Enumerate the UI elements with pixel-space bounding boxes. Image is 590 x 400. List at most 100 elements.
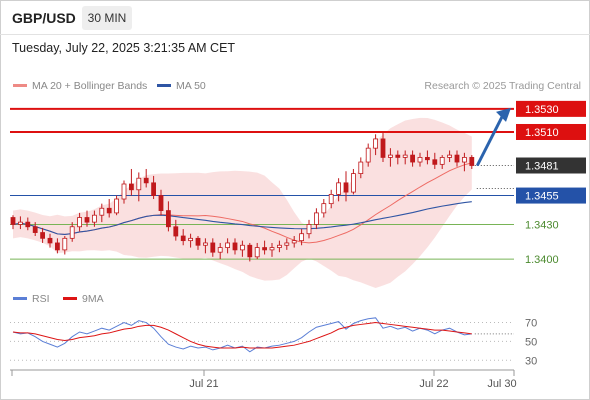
- candle-body: [151, 182, 157, 196]
- candle-body: [99, 207, 105, 216]
- legend-rsi-ma: 9MA: [63, 293, 104, 305]
- x-tick-label: Jul 30: [487, 378, 516, 390]
- candle-body: [32, 226, 38, 233]
- candle-body: [291, 240, 297, 244]
- candle-body: [25, 221, 31, 228]
- legend-ma50: MA 50: [157, 80, 206, 92]
- legend-ma50-label: MA 50: [176, 80, 206, 92]
- candle-body: [380, 138, 386, 158]
- candle-body: [225, 242, 231, 248]
- credit-text: Research © 2025 Trading Central: [424, 80, 581, 92]
- last-price-label: 1.3481: [525, 161, 559, 173]
- candle-body: [158, 195, 164, 211]
- candle-body: [373, 138, 379, 149]
- candle-body: [40, 232, 45, 239]
- candle-body: [439, 157, 445, 165]
- candle-body: [387, 154, 393, 158]
- candle-body: [269, 247, 275, 251]
- candle-body: [402, 154, 408, 158]
- level-label-1.3510: 1.3510: [525, 127, 559, 139]
- candle-body: [336, 182, 342, 195]
- x-tick-label: Jul 22: [419, 378, 448, 390]
- candle-body: [395, 154, 401, 158]
- candle-body: [121, 183, 127, 200]
- candle-body: [217, 247, 223, 253]
- level-label-1.3430: 1.3430: [525, 219, 559, 231]
- ma20-swatch: [13, 83, 27, 87]
- candle-body: [106, 207, 112, 214]
- candle-body: [188, 237, 194, 242]
- legend-ma20-label: MA 20 + Bollinger Bands: [32, 80, 148, 92]
- timeframe-badge[interactable]: 30 MIN: [82, 6, 132, 30]
- rsi-tick-70: 70: [525, 318, 537, 330]
- candle-body: [173, 226, 179, 237]
- rsi-line: [12, 317, 472, 353]
- candle-body: [276, 244, 282, 248]
- symbol-title: GBP/USD: [12, 10, 76, 26]
- candle-body: [232, 242, 238, 251]
- ma50-swatch: [157, 83, 171, 87]
- legend-rsi-ma-label: 9MA: [82, 293, 104, 305]
- forecast-arrow-head: [496, 107, 511, 122]
- rsi-ma-line: [12, 322, 472, 349]
- candle-body: [62, 237, 68, 251]
- candle-body: [284, 242, 290, 246]
- candle-body: [424, 157, 430, 161]
- candle-body: [10, 217, 16, 225]
- candle-body: [247, 244, 253, 258]
- candle-body: [447, 154, 453, 158]
- candle-body: [92, 214, 97, 223]
- header-divider: [0, 34, 590, 35]
- candle-body: [350, 173, 356, 193]
- rsi-swatch: [13, 296, 27, 300]
- candle-body: [180, 235, 186, 242]
- candle-body: [47, 237, 53, 244]
- candle-body: [210, 242, 216, 253]
- candle-body: [454, 154, 460, 163]
- candle-body: [321, 203, 327, 214]
- datetime-label: Tuesday, July 22, 2025 3:21:35 AM CET: [12, 41, 236, 55]
- legend-rsi: RSI: [13, 293, 50, 305]
- candle-body: [358, 161, 364, 174]
- candle-body: [69, 226, 75, 239]
- x-tick-label: Jul 21: [189, 378, 218, 390]
- candle-body: [262, 247, 268, 251]
- candle-body: [343, 182, 349, 193]
- rsi-tick-50: 50: [525, 336, 537, 348]
- last-price-tag: [516, 157, 586, 174]
- candle-body: [306, 224, 312, 235]
- candle-body: [313, 212, 319, 225]
- legend-rsi-label: RSI: [32, 293, 50, 305]
- candle-body: [469, 157, 475, 166]
- candle-body: [17, 221, 23, 225]
- candle-body: [165, 210, 171, 228]
- candle-body: [417, 157, 423, 163]
- candle-body: [195, 237, 201, 246]
- candle-body: [114, 198, 119, 214]
- candle-body: [55, 242, 60, 251]
- level-label-1.3455: 1.3455: [525, 191, 559, 203]
- forecast-arrow: [476, 115, 504, 167]
- level-label-1.3530: 1.3530: [525, 104, 559, 116]
- level-label-1.3400: 1.3400: [525, 254, 559, 266]
- candle-body: [254, 247, 260, 258]
- candle-body: [432, 159, 438, 165]
- level-tag-1.3530: [516, 100, 586, 117]
- level-tag-1.3455: [516, 187, 586, 204]
- header: GBP/USD 30 MIN: [0, 6, 590, 32]
- candle-body: [328, 194, 334, 205]
- candle-body: [136, 177, 142, 191]
- level-tag-1.3510: [516, 123, 586, 140]
- candle-body: [239, 244, 245, 251]
- ma50-line: [12, 201, 472, 235]
- candle-body: [410, 154, 416, 163]
- rsi-ma-swatch: [63, 296, 77, 300]
- rsi-tick-30: 30: [525, 355, 537, 367]
- candle-body: [202, 242, 208, 246]
- candle-body: [365, 147, 371, 163]
- candle-body: [299, 233, 305, 242]
- candle-body: [77, 217, 82, 228]
- legend-ma20: MA 20 + Bollinger Bands: [13, 80, 147, 92]
- candle-body: [84, 217, 90, 223]
